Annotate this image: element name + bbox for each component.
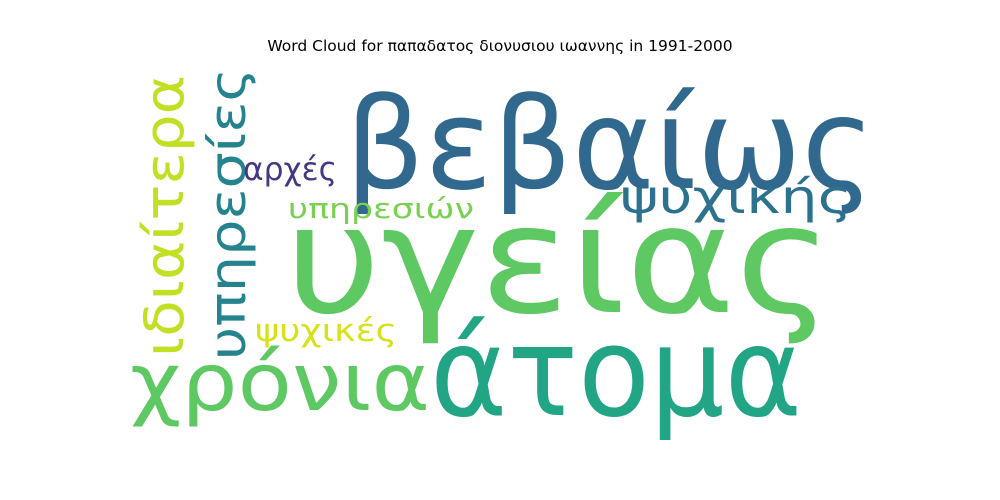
word-ψυχικής: ψυχικής [620,170,852,224]
word-αρχές: αρχές [243,150,337,188]
word-cloud: βεβαίως υγείας άτομα χρόνια ιδιαίτερα υπ… [125,60,875,440]
word-βεβαίως: βεβαίως [345,71,875,218]
word-ιδιαίτερα: ιδιαίτερα [133,75,196,357]
word-υπηρεσιών: υπηρεσιών [288,192,474,225]
word-χρόνια: χρόνια [130,336,430,429]
word-άτομα: άτομα [430,301,802,440]
word-cloud-canvas: βεβαίως υγείας άτομα χρόνια ιδιαίτερα υπ… [130,68,875,440]
word-υγείας: υγείας [285,174,833,348]
word-υπηρεσίες: υπηρεσίες [199,68,257,360]
cloud-title: Word Cloud for παπαδατος διονυσιου ιωανν… [267,37,733,55]
word-ψυχικές: ψυχικές [255,313,397,349]
